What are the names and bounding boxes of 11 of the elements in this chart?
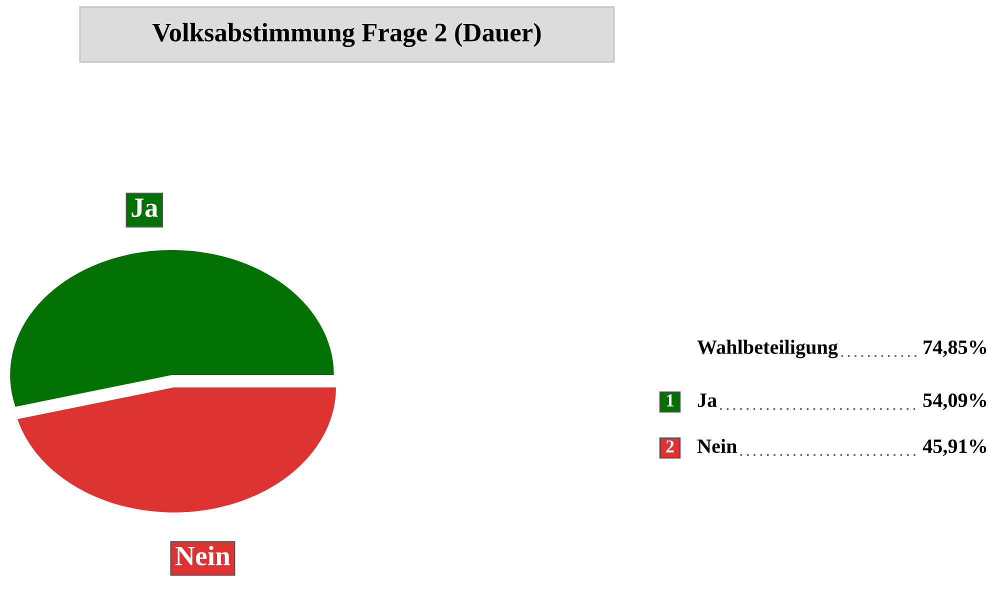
- data-label: 54,09%: [923, 393, 986, 410]
- slice-label: Ja: [132, 198, 158, 218]
- text: 1: [666, 394, 674, 406]
- data-label: 45,91%: [922, 439, 986, 456]
- text: 74,85%: [924, 340, 986, 357]
- legend-label: Ja: [698, 394, 717, 408]
- text: Wahlbeteiligung: [697, 340, 838, 358]
- slice-label: Nein: [175, 546, 230, 566]
- text: 2: [666, 440, 674, 452]
- legend-label: Nein: [697, 438, 737, 454]
- chart-title: Volksabstimmung Frage 2 (Dauer): [152, 22, 541, 48]
